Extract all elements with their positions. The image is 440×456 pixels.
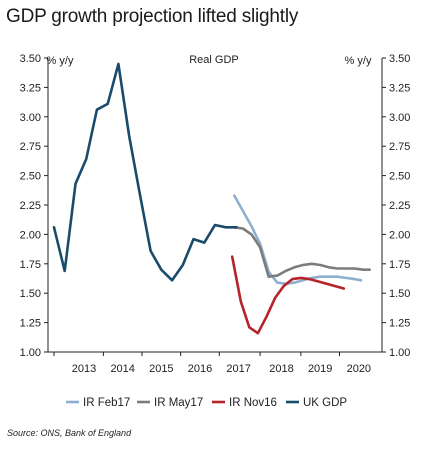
x-tick-label: 2014	[110, 363, 134, 375]
x-tick-label: 2017	[226, 363, 250, 375]
y-tick-label-right: 3.25	[389, 82, 410, 94]
y-tick-label-left: 2.50	[20, 171, 41, 183]
series-line-uk-gdp	[52, 62, 238, 282]
y-tick-label-left: 2.75	[20, 141, 41, 153]
x-tick-label: 2015	[149, 363, 173, 375]
y-tick-label-left: 2.25	[20, 200, 41, 212]
y-tick-label-right: 2.75	[389, 141, 410, 153]
y-tick-label-right: 2.25	[389, 200, 410, 212]
chart-main-title: GDP growth projection lifted slightly	[6, 6, 299, 27]
legend-label: IR Nov16	[229, 397, 277, 409]
y-tick-label-left: 1.00	[20, 347, 41, 359]
y-axis-label-left: % y/y	[47, 55, 74, 67]
series-line-ir-may17	[233, 226, 371, 279]
y-axis-label-right: % y/y	[345, 55, 372, 67]
legend-label: IR Feb17	[83, 397, 130, 409]
x-tick-label: 2018	[269, 363, 293, 375]
y-tick-label-left: 1.50	[20, 288, 41, 300]
y-tick-label-left: 3.25	[20, 82, 41, 94]
y-tick-label-left: 1.75	[20, 259, 41, 271]
y-tick-label-right: 2.00	[389, 229, 410, 241]
y-tick-label-right: 3.50	[389, 53, 410, 65]
y-tick-label-left: 3.50	[20, 53, 41, 65]
y-tick-label-left: 1.25	[20, 318, 41, 330]
series-line-ir-nov16	[230, 255, 346, 335]
y-tick-label-right: 2.50	[389, 171, 410, 183]
x-tick-label: 2016	[188, 363, 212, 375]
y-tick-label-right: 1.50	[389, 288, 410, 300]
y-tick-label-right: 1.00	[389, 347, 410, 359]
y-tick-label-right: 3.00	[389, 112, 410, 124]
y-tick-label-left: 3.00	[20, 112, 41, 124]
series-line-ir-feb17	[233, 194, 363, 286]
y-tick-label-right: 1.75	[389, 259, 410, 271]
source-note: Source: ONS, Bank of England	[7, 428, 132, 438]
legend-label: IR May17	[154, 397, 203, 409]
y-tick-label-right: 1.25	[389, 318, 410, 330]
y-tick-label-left: 2.00	[20, 229, 41, 241]
x-tick-label: 2019	[308, 363, 332, 375]
chart-subtitle: Real GDP	[189, 54, 239, 66]
x-tick-label: 2013	[72, 363, 96, 375]
legend-label: UK GDP	[303, 397, 347, 409]
x-tick-label: 2020	[347, 363, 371, 375]
